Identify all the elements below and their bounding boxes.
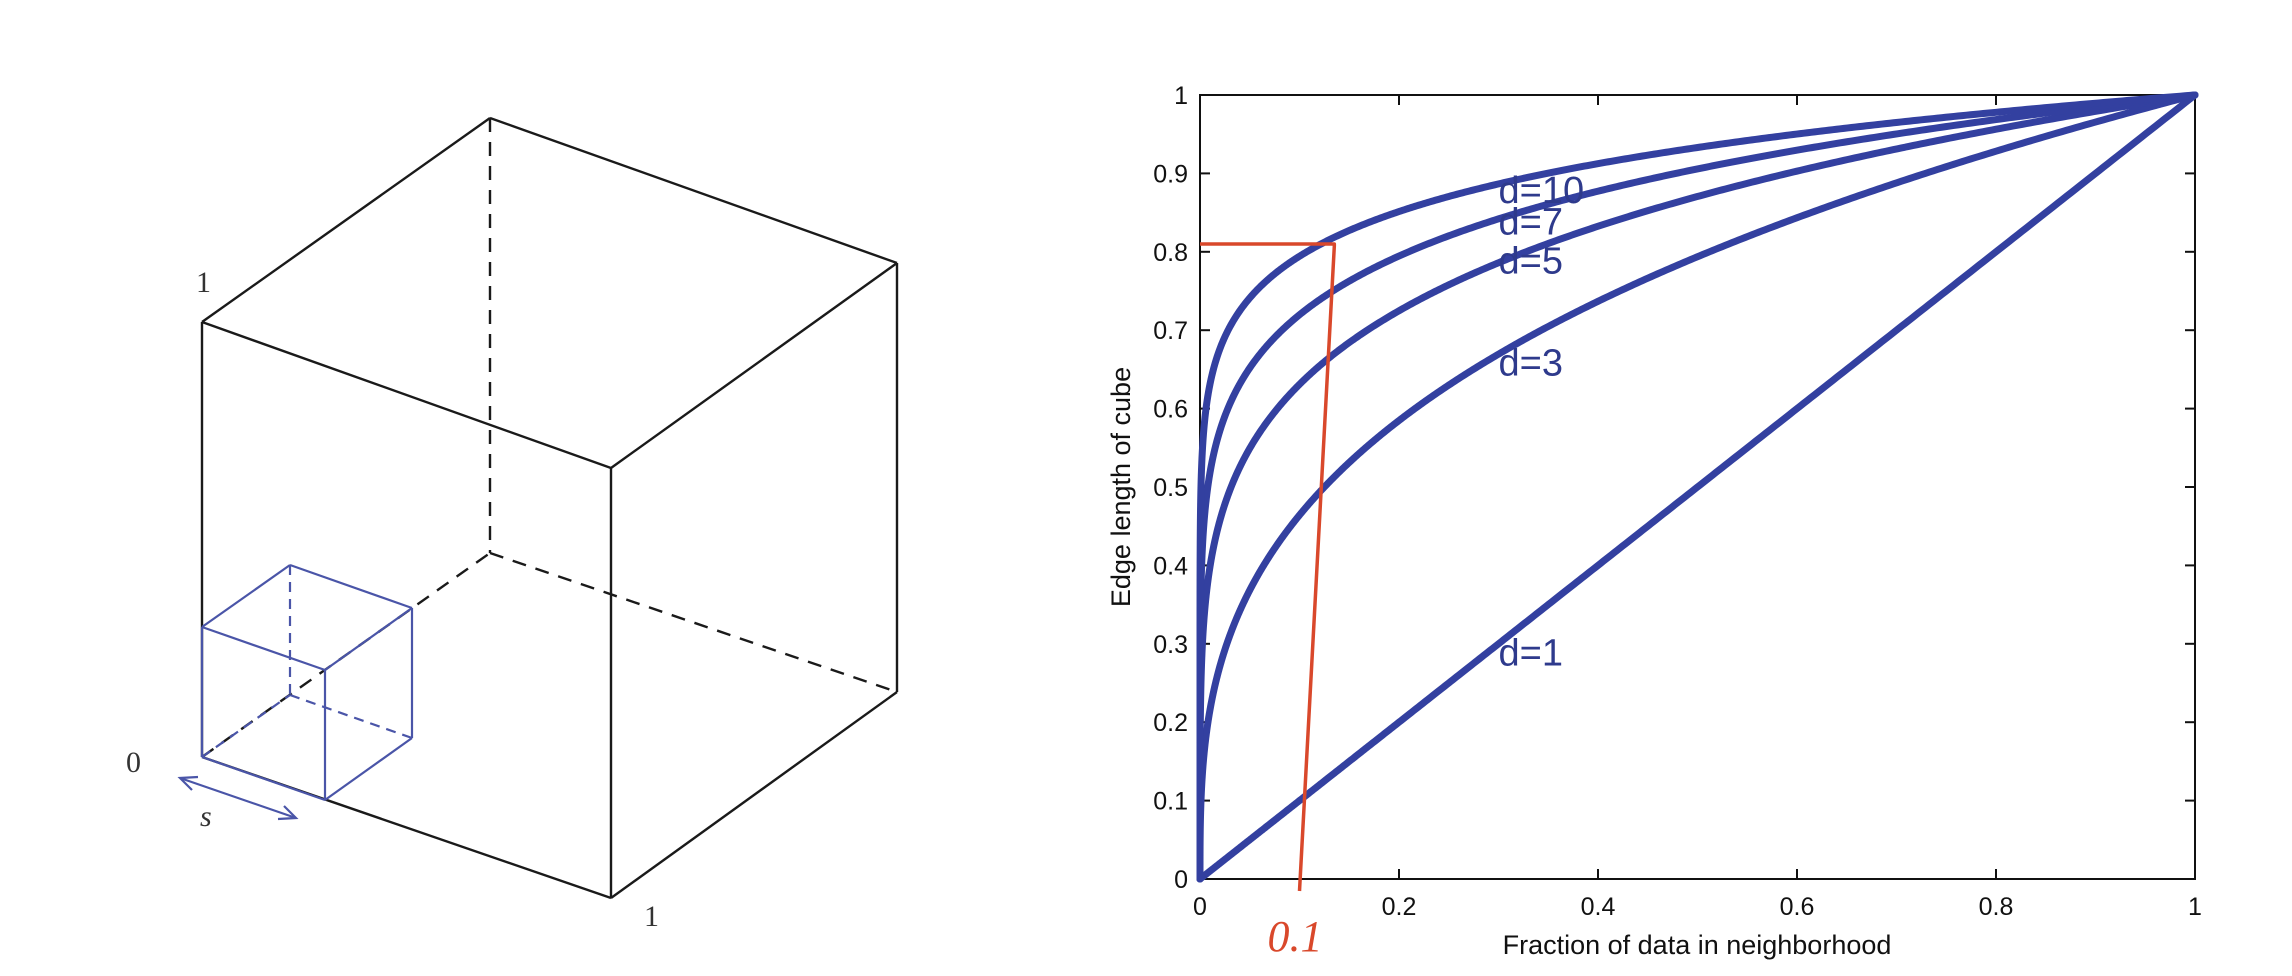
outer-cube <box>200 116 899 900</box>
subcube-edge <box>324 737 413 801</box>
annotation-bracket <box>1200 242 1337 892</box>
annotation-label: 0.1 <box>1268 912 1323 961</box>
y-tick-label: 0.9 <box>1153 160 1188 188</box>
series-curves <box>1196 91 2199 883</box>
x-tick-label: 0.2 <box>1382 893 1417 921</box>
series-label: d=7 <box>1499 201 1563 243</box>
cube-label-origin: 0 <box>126 746 141 779</box>
series-label: d=10 <box>1499 170 1585 212</box>
series-line <box>1196 91 2199 883</box>
y-tick-label: 0 <box>1174 866 1188 894</box>
x-axis-ticks: 0 0.2 0.4 0.6 0.8 1 <box>1193 95 2202 921</box>
y-tick-label: 1 <box>1174 82 1188 110</box>
y-axis-ticks: 0 0.1 0.2 0.3 0.4 0.5 0.6 0.7 0.8 0.9 1 <box>1153 82 2195 894</box>
y-tick-label: 0.5 <box>1153 474 1188 502</box>
x-tick-label: 0.6 <box>1780 893 1815 921</box>
edge-length-chart: 0 0.2 0.4 0.6 0.8 1 0 0.1 0.2 0.3 0.4 0.5 0.6 0.7 0.8… <box>1106 82 2202 961</box>
series-line <box>1196 91 2199 883</box>
s-arrow <box>177 775 299 821</box>
y-tick-label: 0.3 <box>1153 631 1188 659</box>
s-arrow-head-left <box>177 775 199 791</box>
cube-label-right: 1 <box>644 900 659 933</box>
x-axis-title: Fraction of data in neighborhood <box>1503 930 1892 960</box>
series-line <box>1196 91 2199 883</box>
subcube-edge <box>201 625 326 672</box>
subcube-edge <box>201 564 291 628</box>
subcube-edge <box>289 563 413 610</box>
x-tick-label: 0.8 <box>1979 893 2014 921</box>
cube-label-top: 1 <box>196 266 211 299</box>
x-tick-label: 1 <box>2188 893 2202 921</box>
y-tick-label: 0.1 <box>1153 788 1188 816</box>
outer-cube-edge <box>489 116 898 265</box>
series-line <box>1196 91 2199 883</box>
s-arrow-head-right <box>277 805 299 821</box>
outer-cube-edge <box>201 320 612 470</box>
series-labels: d=1 d=3 d=5d=7d=10 <box>1499 170 1585 675</box>
series-label: d=5 <box>1499 241 1563 283</box>
series-label: d=3 <box>1499 343 1563 385</box>
y-tick-label: 0.2 <box>1153 709 1188 737</box>
subcube-hidden-edge <box>201 694 291 758</box>
series-line <box>1196 91 2199 883</box>
subcube-edge <box>324 607 413 671</box>
y-tick-label: 0.7 <box>1153 317 1188 345</box>
series-label: d=1 <box>1499 633 1563 675</box>
subcube-hidden-edge <box>289 693 413 740</box>
x-tick-label: 0 <box>1193 893 1207 921</box>
y-tick-label: 0.4 <box>1153 552 1188 580</box>
outer-cube-hidden-edge <box>489 551 898 694</box>
s-arrow-shaft <box>179 776 297 820</box>
cube-label-s: s <box>200 800 212 833</box>
cube-diagram: 1 0 1 s <box>126 116 899 933</box>
outer-cube-edge <box>201 117 491 323</box>
outer-cube-edge <box>610 691 898 899</box>
y-axis-title: Edge length of cube <box>1106 367 1136 607</box>
subcube-edge <box>201 755 326 802</box>
hand-annotation: 0.1 <box>1200 242 1337 961</box>
outer-cube-edge <box>610 262 898 469</box>
y-tick-label: 0.6 <box>1153 396 1188 424</box>
inner-subcube <box>200 563 414 802</box>
y-tick-label: 0.8 <box>1153 239 1188 267</box>
x-tick-label: 0.4 <box>1581 893 1616 921</box>
